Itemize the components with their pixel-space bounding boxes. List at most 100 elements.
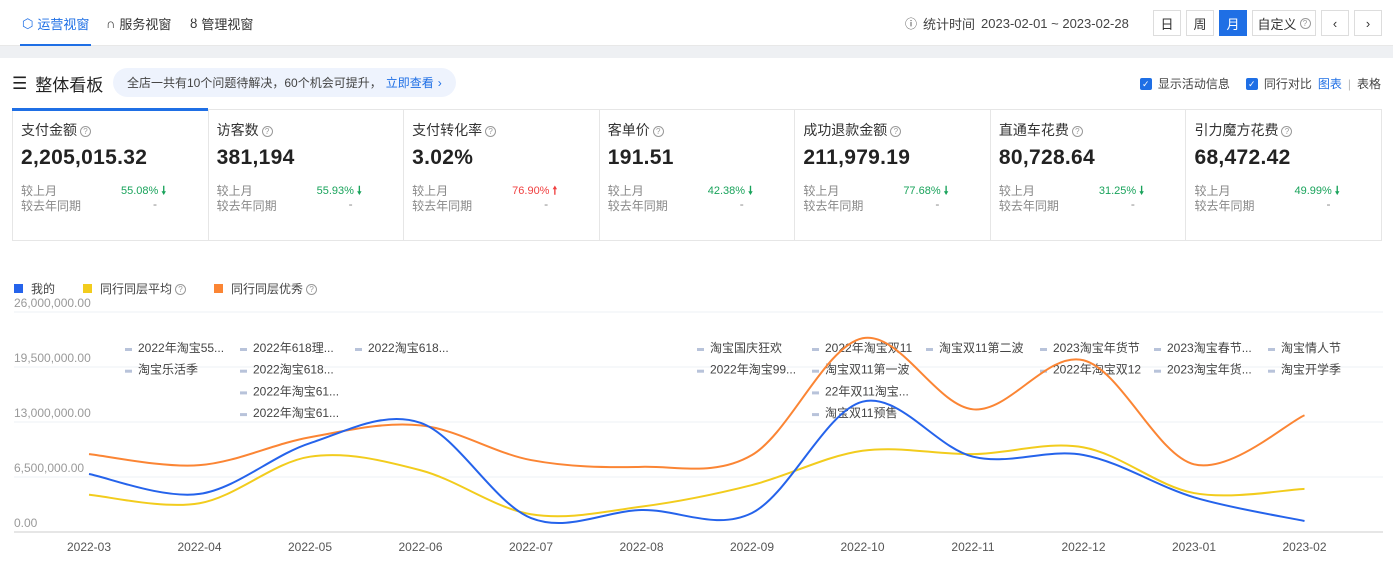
yoy-value: -: [1326, 197, 1331, 211]
legend-item[interactable]: 同行同层平均?: [83, 280, 187, 297]
mom-percent: 77.68%: [903, 185, 941, 197]
y-tick-label: 13,000,000.00: [14, 406, 91, 420]
legend-item[interactable]: 同行同层优秀?: [214, 280, 318, 297]
activity-label[interactable]: 淘宝双11第一波: [825, 363, 909, 377]
chart-view-link[interactable]: 图表: [1317, 77, 1342, 91]
help-icon: ?: [261, 126, 273, 137]
show-activity-label: 显示活动信息: [1157, 77, 1230, 91]
x-tick-label: 2022-04: [177, 540, 221, 554]
tab-label: 服务视窗: [119, 17, 172, 32]
x-tick-label: 2022-05: [288, 540, 332, 554]
activity-label[interactable]: 淘宝双11第二波: [939, 341, 1023, 355]
period-week-button[interactable]: 周: [1186, 10, 1214, 36]
activity-label[interactable]: 2022年淘宝61...: [253, 406, 339, 420]
activity-marker: [240, 391, 247, 395]
activity-label[interactable]: 2022年淘宝61...: [253, 384, 339, 398]
activity-label[interactable]: 2023淘宝春节...: [1167, 341, 1252, 355]
legend-swatch: [214, 284, 224, 293]
kpi-card[interactable]: 直通车花费? 80,728.64 较上月 31.25% 🠗 较去年同期 -: [991, 110, 1187, 240]
activity-marker: [812, 413, 819, 417]
activity-label[interactable]: 2022淘宝618...: [368, 341, 449, 355]
activity-label[interactable]: 2022年淘宝双11: [825, 341, 912, 355]
mom-value: 55.93% 🠗: [317, 182, 362, 201]
kpi-card[interactable]: 访客数? 381,194 较上月 55.93% 🠗 较去年同期 -: [209, 110, 405, 240]
kpi-card[interactable]: 支付转化率? 3.02% 较上月 76.90% 🠕 较去年同期 -: [404, 110, 600, 240]
mom-value: 42.38% 🠗: [708, 182, 753, 201]
legend-item[interactable]: 我的: [14, 280, 55, 297]
activity-marker: [240, 348, 247, 351]
activity-label[interactable]: 2023淘宝年货节: [1053, 340, 1140, 355]
prev-period-button[interactable]: ‹: [1321, 10, 1349, 36]
activity-marker: [697, 348, 704, 351]
arrow-down-icon: 🠗: [161, 185, 167, 197]
series-line-1: [88, 444, 1305, 518]
arrow-up-icon: 🠕: [552, 185, 558, 197]
show-activity-checkbox[interactable]: ✓: [1139, 77, 1152, 90]
activity-label[interactable]: 2022年淘宝99...: [710, 363, 796, 377]
yoy-label: 较去年同期: [998, 199, 1059, 213]
tab-service[interactable]: ∩ 服务视窗: [106, 14, 171, 33]
mom-value: 77.68% 🠗: [903, 182, 948, 201]
kpi-card[interactable]: 引力魔方花费? 68,472.42 较上月 49.99% 🠗 较去年同期 -: [1186, 110, 1381, 240]
activity-label[interactable]: 淘宝乐活季: [138, 363, 198, 377]
x-tick-label: 2023-02: [1282, 540, 1326, 554]
activity-marker: [240, 413, 247, 417]
help-icon: ?: [80, 126, 91, 137]
table-view-link[interactable]: 表格: [1356, 77, 1381, 91]
period-month-button[interactable]: 月: [1219, 10, 1247, 36]
mom-label: 较上月: [607, 184, 644, 198]
series-line-0: [88, 399, 1305, 524]
kpi-label: 支付转化率: [412, 122, 483, 138]
activity-marker: [355, 348, 362, 351]
activity-label[interactable]: 2022淘宝618...: [253, 363, 334, 377]
medal-icon: ȣ: [190, 16, 198, 31]
mom-value: 31.25% 🠗: [1099, 182, 1144, 201]
arrow-down-icon: 🠗: [1139, 185, 1144, 197]
tab-label: 管理视窗: [201, 17, 254, 32]
line-chart: 0.00 6,500,000.00 13,000,000.00 19,500,000.…: [14, 296, 1383, 554]
kpi-label: 成功退款金额: [803, 122, 888, 138]
activity-marker: [812, 348, 819, 351]
period-day-button[interactable]: 日: [1153, 10, 1181, 36]
mom-percent: 31.25%: [1098, 185, 1137, 197]
tab-management[interactable]: ȣ 管理视窗: [190, 14, 253, 33]
activity-label[interactable]: 淘宝情人节: [1281, 341, 1341, 355]
kpi-card[interactable]: 客单价? 191.51 较上月 42.38% 🠗 较去年同期 -: [600, 110, 796, 240]
activity-label[interactable]: 2022年618理...: [253, 341, 334, 355]
help-icon: ?: [306, 284, 318, 295]
help-icon: ?: [175, 284, 187, 295]
tab-operations[interactable]: ⬡ 运营视窗: [19, 14, 92, 47]
x-tick-label: 2022-12: [1061, 540, 1105, 554]
layers-icon: ☰: [12, 73, 28, 93]
next-period-button[interactable]: ›: [1354, 10, 1382, 36]
activity-label[interactable]: 22年双11淘宝...: [825, 384, 909, 398]
activity-label[interactable]: 2022年淘宝双12: [1053, 363, 1141, 377]
activity-marker: [1040, 348, 1047, 351]
kpi-label: 支付金额: [21, 122, 77, 138]
mom-value: 76.90% 🠕: [512, 182, 557, 201]
arrow-down-icon: 🠗: [1334, 185, 1340, 197]
x-tick-label: 2022-03: [67, 540, 111, 554]
activity-label[interactable]: 淘宝国庆狂欢: [710, 340, 782, 355]
top-bar: ⬡ 运营视窗 ∩ 服务视窗 ȣ 管理视窗 ⓘ 统计时间 2023-02-01 ~ 2023…: [0, 0, 1393, 47]
mom-label: 较上月: [216, 184, 253, 198]
x-tick-label: 2022-07: [509, 540, 553, 554]
kpi-label: 客单价: [607, 122, 650, 138]
kpi-value: 381,194: [216, 146, 295, 169]
activity-marker: [926, 348, 933, 351]
peer-compare-checkbox[interactable]: ✓: [1245, 77, 1258, 90]
stat-range: 2023-02-01 ~ 2023-02-28: [981, 16, 1129, 31]
yoy-value: -: [544, 197, 549, 211]
peer-compare-label: 同行对比: [1263, 77, 1312, 91]
period-custom-button[interactable]: 自定义?: [1252, 10, 1316, 36]
activity-label[interactable]: 2022年淘宝55...: [138, 341, 224, 355]
activity-label[interactable]: 淘宝双11预售: [825, 405, 897, 420]
kpi-card[interactable]: 支付金额? 2,205,015.32 较上月 55.08% 🠗 较去年同期 -: [12, 108, 209, 240]
activity-label[interactable]: 2023淘宝年货...: [1167, 362, 1252, 377]
panel-title: 整体看板: [35, 76, 104, 95]
kpi-card[interactable]: 成功退款金额? 211,979.19 较上月 77.68% 🠗 较去年同期 -: [795, 110, 991, 240]
mom-percent: 55.08%: [121, 185, 159, 197]
activity-label[interactable]: 淘宝开学季: [1281, 362, 1341, 377]
view-now-link[interactable]: 立即查看: [385, 76, 434, 90]
activity-marker: [125, 369, 132, 373]
